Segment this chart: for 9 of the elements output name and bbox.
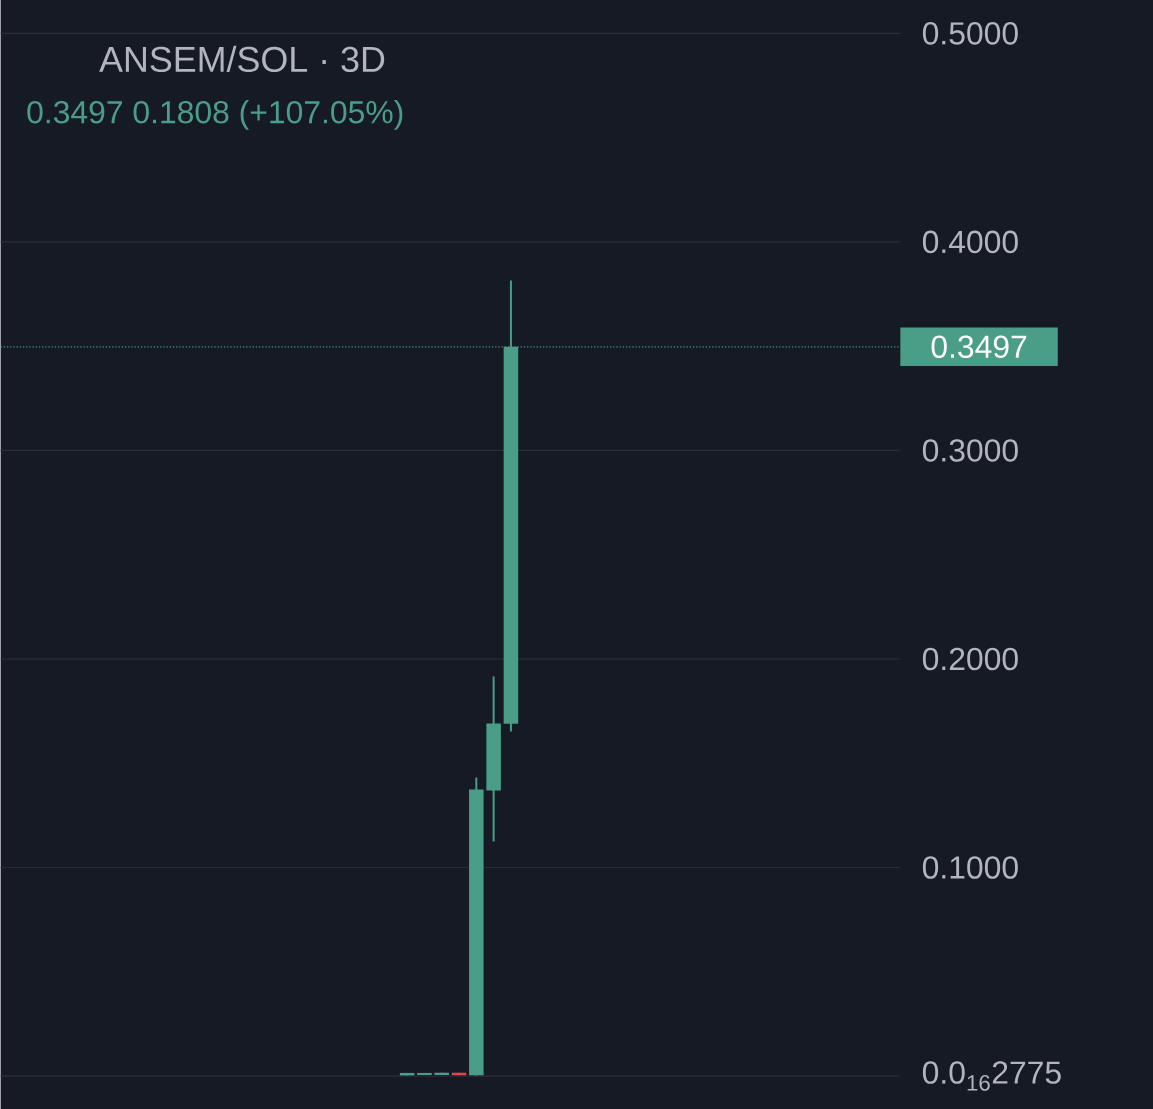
y-tick-label: 0.3000 (922, 438, 1018, 462)
text: ANSEM/SOL · 3D (99, 45, 385, 72)
y-tick-label: 0.2000 (922, 647, 1018, 671)
y-tick-label: 0.4000 (922, 230, 1018, 253)
y-tick-label: 0.0$_{16}$2775 (922, 1061, 1061, 1091)
ref-line-label: 0.3497 (931, 335, 1027, 358)
y-tick-label: 0.1000 (922, 856, 1018, 879)
text: 0.3497 0.1808 (+107.05%) (27, 99, 403, 130)
y-tick-label: 0.5000 (922, 21, 1018, 45)
